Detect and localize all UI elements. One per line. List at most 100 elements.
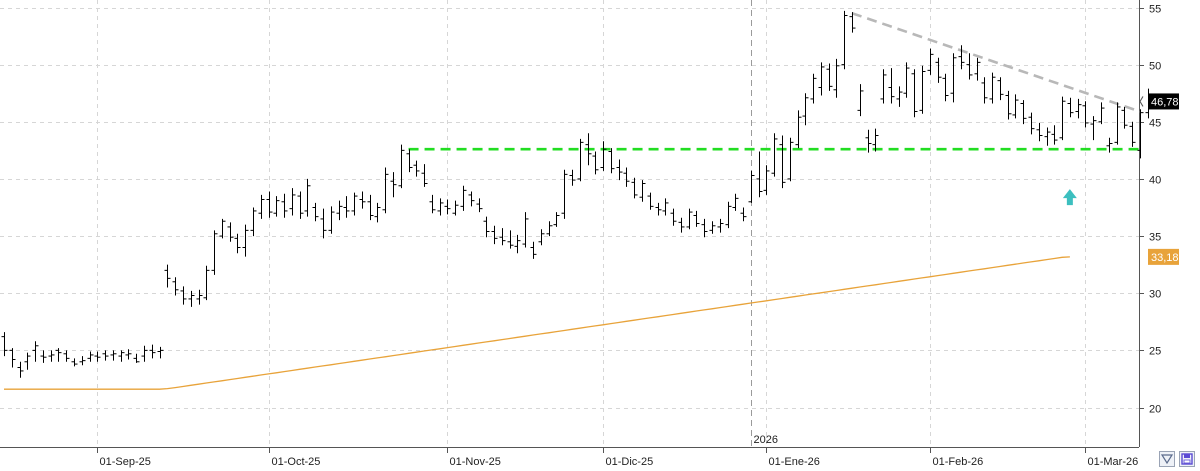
ohlc-bar [717, 218, 724, 233]
ma-value-badge [1148, 248, 1179, 265]
x-tick-label: 01-Dic-25 [606, 456, 654, 468]
ohlc-bar [678, 217, 685, 233]
ohlc-bar [802, 93, 809, 126]
ohlc-bar [833, 58, 840, 98]
y-tick-label: 40 [1149, 175, 1161, 187]
ohlc-bar [1121, 106, 1128, 129]
ohlc-bar [320, 208, 327, 239]
ohlc-bar [546, 221, 553, 237]
ohlc-bar [421, 164, 428, 187]
ohlc-bar [79, 356, 86, 366]
ohlc-bar [1028, 112, 1035, 135]
ohlc-bar [872, 128, 879, 152]
ohlc-bar [1, 332, 8, 357]
ohlc-bar [989, 72, 996, 104]
ohlc-bar [491, 225, 498, 245]
ohlc-bar [266, 191, 273, 218]
ohlc-bar [211, 230, 218, 275]
ohlc-bar [312, 202, 319, 222]
ohlc-bar [1090, 116, 1097, 141]
x-tick-label: 01-Oct-25 [272, 456, 321, 468]
x-tick-label: 01-Feb-26 [933, 456, 984, 468]
ohlc-bar [118, 350, 125, 362]
ohlc-bar [787, 137, 794, 182]
x-tick-label: 01-Nov-25 [450, 456, 501, 468]
ohlc-bar [779, 135, 786, 189]
ohlc-bar [242, 224, 249, 257]
ohlc-bar [647, 192, 654, 210]
ohlc-bar [1012, 94, 1019, 119]
ohlc-bar [203, 265, 210, 301]
ohlc-bar [1051, 125, 1058, 145]
ohlc-bar [1067, 97, 1074, 118]
zoom-fit-icon [1160, 454, 1174, 465]
ohlc-bar [460, 185, 467, 211]
ohlc-bar [919, 65, 926, 114]
last-price-badge [1148, 93, 1179, 110]
ohlc-bar [942, 73, 949, 102]
ohlc-bar [234, 233, 241, 254]
ohlc-bar [709, 221, 716, 234]
moving-average-line [4, 256, 1070, 390]
ohlc-bar [927, 48, 934, 75]
y-tick-label: 55 [1149, 4, 1161, 16]
ohlc-bar [390, 172, 397, 198]
ohlc-bar [367, 194, 374, 221]
y-tick-label: 50 [1149, 61, 1161, 73]
zoom-fit-button[interactable] [1159, 451, 1175, 467]
ohlc-bar [1114, 102, 1121, 145]
ohlc-bar [9, 348, 16, 368]
ohlc-bar [499, 228, 506, 246]
ohlc-bar [585, 133, 592, 166]
ohlc-bar [662, 198, 669, 216]
ohlc-bar [631, 177, 638, 199]
last-price-label: 46,78 [1151, 96, 1179, 108]
ohlc-bar [966, 53, 973, 80]
ohlc-bar [444, 199, 451, 215]
ohlc-bar [1098, 102, 1105, 125]
ohlc-bar [102, 350, 109, 361]
ohlc-bar [188, 290, 195, 307]
ohlc-bar [63, 350, 70, 362]
ohlc-bar [1082, 101, 1089, 128]
ohlc-bar [888, 68, 895, 104]
ohlc-bar [903, 62, 910, 98]
x-tick-label: 01-Ene-26 [769, 456, 820, 468]
ohlc-bar [1036, 122, 1043, 142]
ohlc-bar [289, 188, 296, 216]
y-tick-label: 25 [1149, 346, 1161, 358]
ohlc-bar [258, 194, 265, 219]
ohlc-bar [561, 169, 568, 219]
save-button[interactable] [1179, 451, 1195, 467]
ohlc-bar [1075, 98, 1082, 119]
ohlc-bar [273, 196, 280, 217]
ohlc-bar [24, 352, 31, 370]
up-arrow-icon [1062, 189, 1077, 206]
ohlc-bar [40, 350, 47, 363]
ohlc-bar [164, 264, 171, 288]
ohlc-bar [328, 206, 335, 234]
ohlc-bar [1106, 137, 1113, 153]
ohlc-bar [693, 210, 700, 227]
ohlc-bar [740, 207, 747, 222]
ohlc-bar [71, 358, 78, 367]
ohlc-bar [639, 180, 646, 202]
ohlc-bar [133, 353, 140, 363]
ohlc-bar [413, 160, 420, 177]
ohlc-bar [141, 345, 148, 362]
ohlc-bar [670, 208, 677, 226]
ohlc-bar [553, 212, 560, 227]
ohlc-bar [1005, 90, 1012, 120]
ohlc-bar [468, 191, 475, 207]
y-tick-label: 35 [1149, 232, 1161, 244]
ohlc-bar [304, 178, 311, 217]
ohlc-bar [849, 12, 856, 33]
ohlc-bar [476, 198, 483, 213]
ohlc-bar [359, 191, 366, 209]
ohlc-bar [125, 349, 132, 360]
ohlc-bar [522, 212, 529, 248]
ohlc-bar [935, 57, 942, 83]
ohlc-bar [748, 170, 755, 203]
ohlc-bar [250, 207, 257, 237]
